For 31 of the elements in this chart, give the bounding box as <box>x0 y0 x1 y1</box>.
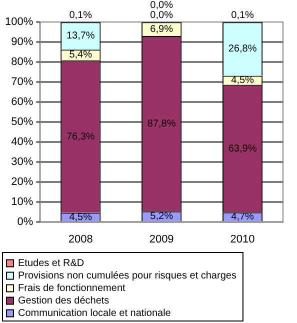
data-label: 0,1% <box>231 10 254 21</box>
y-tick-label: 40% <box>11 136 34 148</box>
x-tick-label: 2009 <box>149 233 174 246</box>
y-tick-label: 10% <box>11 196 34 208</box>
y-tick-label: 50% <box>11 116 34 128</box>
y-tick-label: 90% <box>11 36 34 48</box>
y-tick-label: 0% <box>17 216 34 228</box>
data-label: 0,1% <box>69 10 92 21</box>
x-tick-label: 2010 <box>230 233 255 246</box>
data-label: 5,2% <box>150 211 174 222</box>
y-tick-label: 100% <box>4 16 34 28</box>
legend-label: Communication locale et nationale <box>18 308 172 319</box>
y-tick-label: 60% <box>11 96 34 108</box>
legend-label: Gestion des déchets <box>18 296 110 306</box>
legend-label: Etudes et R&D <box>18 258 84 269</box>
data-label: 13,7% <box>66 30 95 42</box>
data-label: 63,9% <box>228 143 257 154</box>
y-tick-label: 30% <box>11 156 34 168</box>
legend-label: Provisions non cumulées pour risques et charges <box>18 270 236 282</box>
data-label: 6,9% <box>150 24 174 35</box>
y-tick-label: 80% <box>11 56 34 68</box>
data-label: 26,8% <box>228 44 257 55</box>
y-tick-label: 70% <box>11 76 34 88</box>
y-tick-label: 20% <box>11 176 34 188</box>
data-label: 0,0% <box>150 10 174 21</box>
data-label: 5,4% <box>69 50 92 61</box>
legend-label: Frais de fonctionnement <box>18 283 126 294</box>
x-tick-label: 2008 <box>68 233 93 246</box>
data-label: 76,3% <box>66 131 95 142</box>
data-label: 87,8% <box>147 118 176 130</box>
data-label: 0,0% <box>150 0 174 11</box>
